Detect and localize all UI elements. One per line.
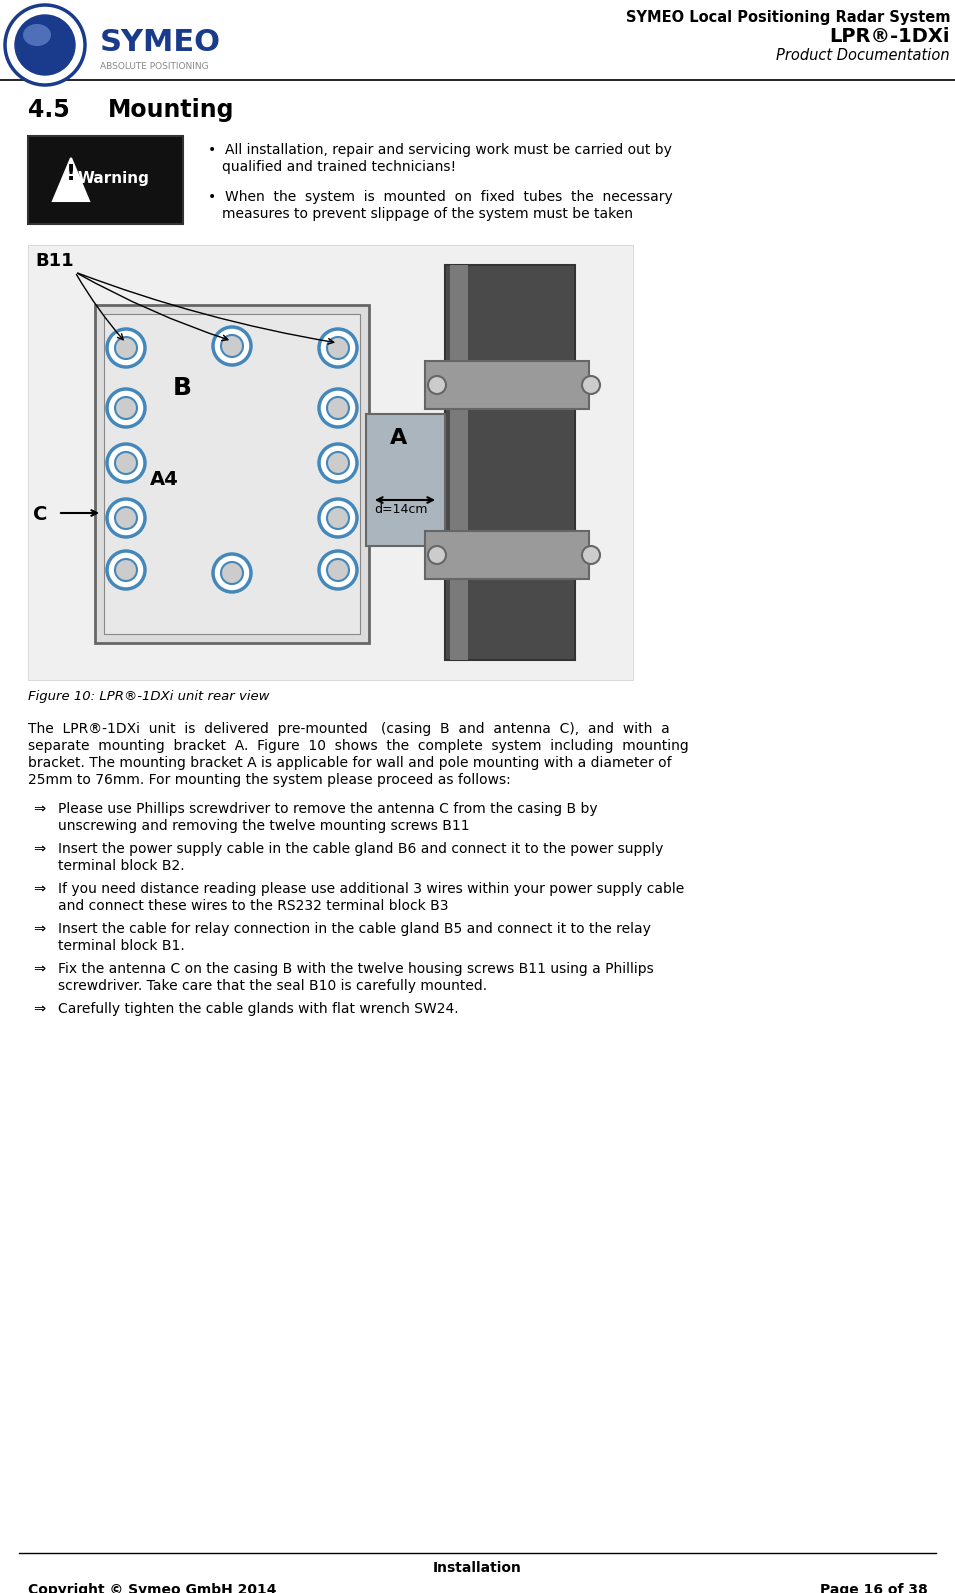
Text: Warning: Warning: [77, 172, 149, 186]
FancyBboxPatch shape: [425, 530, 589, 578]
Text: unscrewing and removing the twelve mounting screws B11: unscrewing and removing the twelve mount…: [58, 819, 470, 833]
Text: B: B: [173, 376, 192, 400]
Circle shape: [107, 389, 145, 427]
FancyBboxPatch shape: [28, 135, 183, 225]
Circle shape: [319, 499, 357, 537]
Circle shape: [221, 335, 243, 357]
Text: bracket. The mounting bracket A is applicable for wall and pole mounting with a : bracket. The mounting bracket A is appli…: [28, 757, 671, 769]
Text: Please use Phillips screwdriver to remove the antenna C from the casing B by: Please use Phillips screwdriver to remov…: [58, 801, 598, 816]
Circle shape: [319, 444, 357, 483]
Circle shape: [327, 452, 349, 475]
Ellipse shape: [5, 5, 85, 84]
Circle shape: [327, 507, 349, 529]
Text: ABSOLUTE POSITIONING: ABSOLUTE POSITIONING: [100, 62, 208, 72]
Text: If you need distance reading please use additional 3 wires within your power sup: If you need distance reading please use …: [58, 883, 684, 895]
Circle shape: [107, 499, 145, 537]
Text: B11: B11: [35, 252, 74, 269]
FancyBboxPatch shape: [104, 314, 360, 634]
Text: ⇒: ⇒: [33, 962, 45, 977]
Polygon shape: [53, 158, 89, 201]
Text: 4.5: 4.5: [28, 99, 70, 123]
Text: ⇒: ⇒: [33, 801, 45, 817]
FancyBboxPatch shape: [28, 245, 633, 680]
Circle shape: [221, 562, 243, 585]
FancyBboxPatch shape: [450, 264, 468, 660]
Text: measures to prevent slippage of the system must be taken: measures to prevent slippage of the syst…: [222, 207, 633, 221]
Text: d=14cm: d=14cm: [374, 503, 428, 516]
FancyBboxPatch shape: [445, 264, 575, 660]
Circle shape: [582, 546, 600, 564]
Text: ⇒: ⇒: [33, 883, 45, 897]
Text: Mounting: Mounting: [108, 99, 235, 123]
Text: C: C: [33, 505, 48, 524]
Circle shape: [327, 559, 349, 581]
Text: •  When  the  system  is  mounted  on  fixed  tubes  the  necessary: • When the system is mounted on fixed tu…: [208, 190, 672, 204]
Text: and connect these wires to the RS232 terminal block B3: and connect these wires to the RS232 ter…: [58, 898, 449, 913]
Text: SYMEO Local Positioning Radar System: SYMEO Local Positioning Radar System: [626, 10, 950, 25]
Circle shape: [582, 376, 600, 393]
Text: LPR®-1DXi: LPR®-1DXi: [830, 27, 950, 46]
Text: Copyright © Symeo GmbH 2014: Copyright © Symeo GmbH 2014: [28, 1583, 277, 1593]
Circle shape: [107, 330, 145, 366]
FancyBboxPatch shape: [95, 304, 369, 644]
Circle shape: [319, 389, 357, 427]
Text: qualified and trained technicians!: qualified and trained technicians!: [222, 159, 456, 174]
Circle shape: [115, 559, 137, 581]
Text: Insert the power supply cable in the cable gland B6 and connect it to the power : Insert the power supply cable in the cab…: [58, 843, 664, 855]
Circle shape: [319, 551, 357, 589]
Circle shape: [213, 554, 251, 593]
Text: Installation: Installation: [433, 1561, 521, 1575]
Text: terminal block B2.: terminal block B2.: [58, 859, 184, 873]
Text: Fix the antenna C on the casing B with the twelve housing screws B11 using a Phi: Fix the antenna C on the casing B with t…: [58, 962, 654, 977]
Ellipse shape: [15, 14, 75, 75]
Text: 25mm to 76mm. For mounting the system please proceed as follows:: 25mm to 76mm. For mounting the system pl…: [28, 773, 511, 787]
FancyBboxPatch shape: [425, 362, 589, 409]
Text: Product Documentation: Product Documentation: [776, 48, 950, 64]
Circle shape: [107, 444, 145, 483]
Text: SYMEO: SYMEO: [100, 29, 221, 57]
Circle shape: [115, 452, 137, 475]
Circle shape: [319, 330, 357, 366]
Text: Figure 10: LPR®-1DXi unit rear view: Figure 10: LPR®-1DXi unit rear view: [28, 690, 269, 703]
Text: ⇒: ⇒: [33, 1002, 45, 1016]
Text: !: !: [66, 164, 76, 185]
Text: A: A: [390, 429, 407, 448]
Text: A4: A4: [150, 470, 179, 489]
Ellipse shape: [23, 24, 51, 46]
Circle shape: [107, 551, 145, 589]
Circle shape: [327, 338, 349, 358]
Text: terminal block B1.: terminal block B1.: [58, 938, 184, 953]
FancyBboxPatch shape: [366, 414, 445, 546]
Circle shape: [327, 397, 349, 419]
Text: separate  mounting  bracket  A.  Figure  10  shows  the  complete  system  inclu: separate mounting bracket A. Figure 10 s…: [28, 739, 689, 753]
Text: Carefully tighten the cable glands with flat wrench SW24.: Carefully tighten the cable glands with …: [58, 1002, 458, 1016]
Circle shape: [115, 338, 137, 358]
Text: Insert the cable for relay connection in the cable gland B5 and connect it to th: Insert the cable for relay connection in…: [58, 922, 651, 937]
Text: screwdriver. Take care that the seal B10 is carefully mounted.: screwdriver. Take care that the seal B10…: [58, 980, 487, 992]
Circle shape: [115, 507, 137, 529]
Text: •  All installation, repair and servicing work must be carried out by: • All installation, repair and servicing…: [208, 143, 672, 158]
Circle shape: [428, 376, 446, 393]
Circle shape: [213, 327, 251, 365]
Circle shape: [115, 397, 137, 419]
Text: ⇒: ⇒: [33, 843, 45, 857]
Text: The  LPR®-1DXi  unit  is  delivered  pre-mounted   (casing  B  and  antenna  C),: The LPR®-1DXi unit is delivered pre-moun…: [28, 722, 669, 736]
Circle shape: [428, 546, 446, 564]
Text: ⇒: ⇒: [33, 922, 45, 937]
Text: Page 16 of 38: Page 16 of 38: [820, 1583, 928, 1593]
